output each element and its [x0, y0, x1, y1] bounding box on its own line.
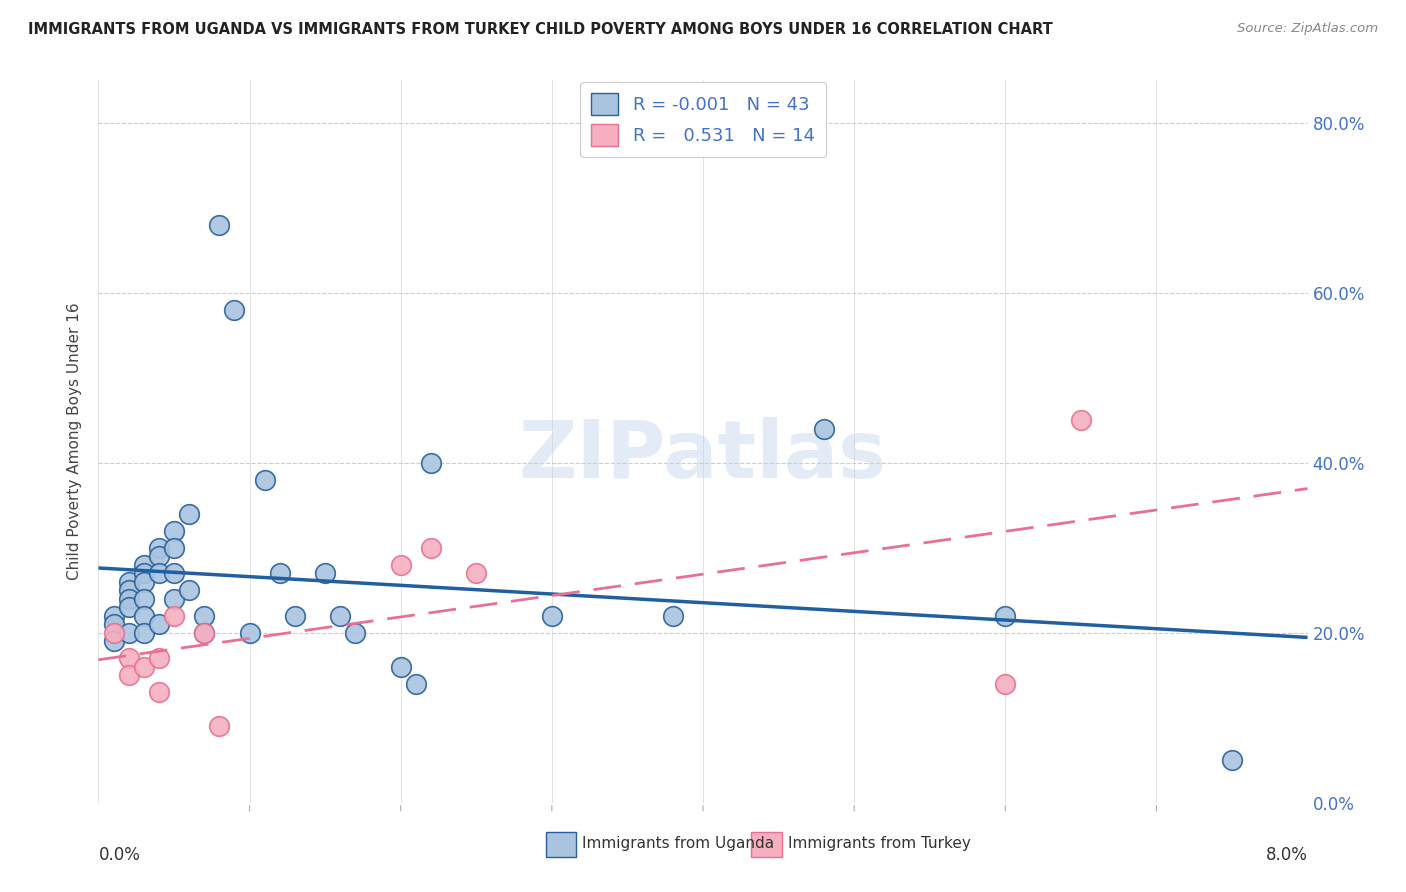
Point [208, 719, 231, 733]
Point [329, 608, 352, 623]
Text: 8.0%: 8.0% [1265, 847, 1308, 864]
Point [1220, 753, 1243, 767]
Point [389, 660, 412, 674]
Point [132, 625, 155, 640]
Point [103, 608, 125, 623]
Point [163, 608, 186, 623]
Point [118, 583, 141, 598]
Point [148, 566, 170, 581]
Point [284, 608, 307, 623]
Point [179, 507, 201, 521]
Point [148, 685, 170, 699]
Point [193, 625, 215, 640]
Point [661, 608, 683, 623]
Point [132, 591, 155, 606]
Point [389, 558, 412, 572]
Point [132, 566, 155, 581]
Point [813, 422, 835, 436]
Point [148, 651, 170, 665]
Point [132, 660, 155, 674]
Point [405, 677, 427, 691]
Y-axis label: Child Poverty Among Boys Under 16: Child Poverty Among Boys Under 16 [67, 302, 83, 581]
Point [163, 566, 186, 581]
Text: 0.0%: 0.0% [98, 847, 141, 864]
Point [118, 625, 141, 640]
Point [465, 566, 488, 581]
Point [132, 558, 155, 572]
Point [118, 574, 141, 589]
Point [118, 651, 141, 665]
Point [163, 541, 186, 555]
Point [224, 302, 246, 317]
Point [1070, 413, 1092, 427]
Point [103, 634, 125, 648]
Point [193, 608, 215, 623]
Text: IMMIGRANTS FROM UGANDA VS IMMIGRANTS FROM TURKEY CHILD POVERTY AMONG BOYS UNDER : IMMIGRANTS FROM UGANDA VS IMMIGRANTS FRO… [28, 22, 1053, 37]
Point [148, 617, 170, 632]
Point [179, 583, 201, 598]
Legend: R = -0.001   N = 43, R =   0.531   N = 14: R = -0.001 N = 43, R = 0.531 N = 14 [581, 82, 825, 157]
Point [118, 591, 141, 606]
Point [103, 617, 125, 632]
Point [540, 608, 562, 623]
Point [148, 549, 170, 564]
Point [163, 591, 186, 606]
Text: Immigrants from Turkey: Immigrants from Turkey [787, 837, 970, 852]
Point [239, 625, 262, 640]
Text: ZIPatlas: ZIPatlas [519, 417, 887, 495]
Point [420, 456, 443, 470]
Point [163, 524, 186, 538]
Point [253, 473, 276, 487]
Point [314, 566, 336, 581]
Point [132, 574, 155, 589]
Text: Source: ZipAtlas.com: Source: ZipAtlas.com [1237, 22, 1378, 36]
Point [118, 600, 141, 615]
Point [344, 625, 367, 640]
FancyBboxPatch shape [546, 831, 576, 857]
Point [118, 668, 141, 682]
FancyBboxPatch shape [751, 831, 782, 857]
Point [994, 677, 1017, 691]
Point [103, 625, 125, 640]
Point [269, 566, 291, 581]
Point [420, 541, 443, 555]
Point [994, 608, 1017, 623]
Text: Immigrants from Uganda: Immigrants from Uganda [582, 837, 775, 852]
Point [132, 608, 155, 623]
Point [208, 218, 231, 232]
Point [148, 541, 170, 555]
Point [193, 625, 215, 640]
